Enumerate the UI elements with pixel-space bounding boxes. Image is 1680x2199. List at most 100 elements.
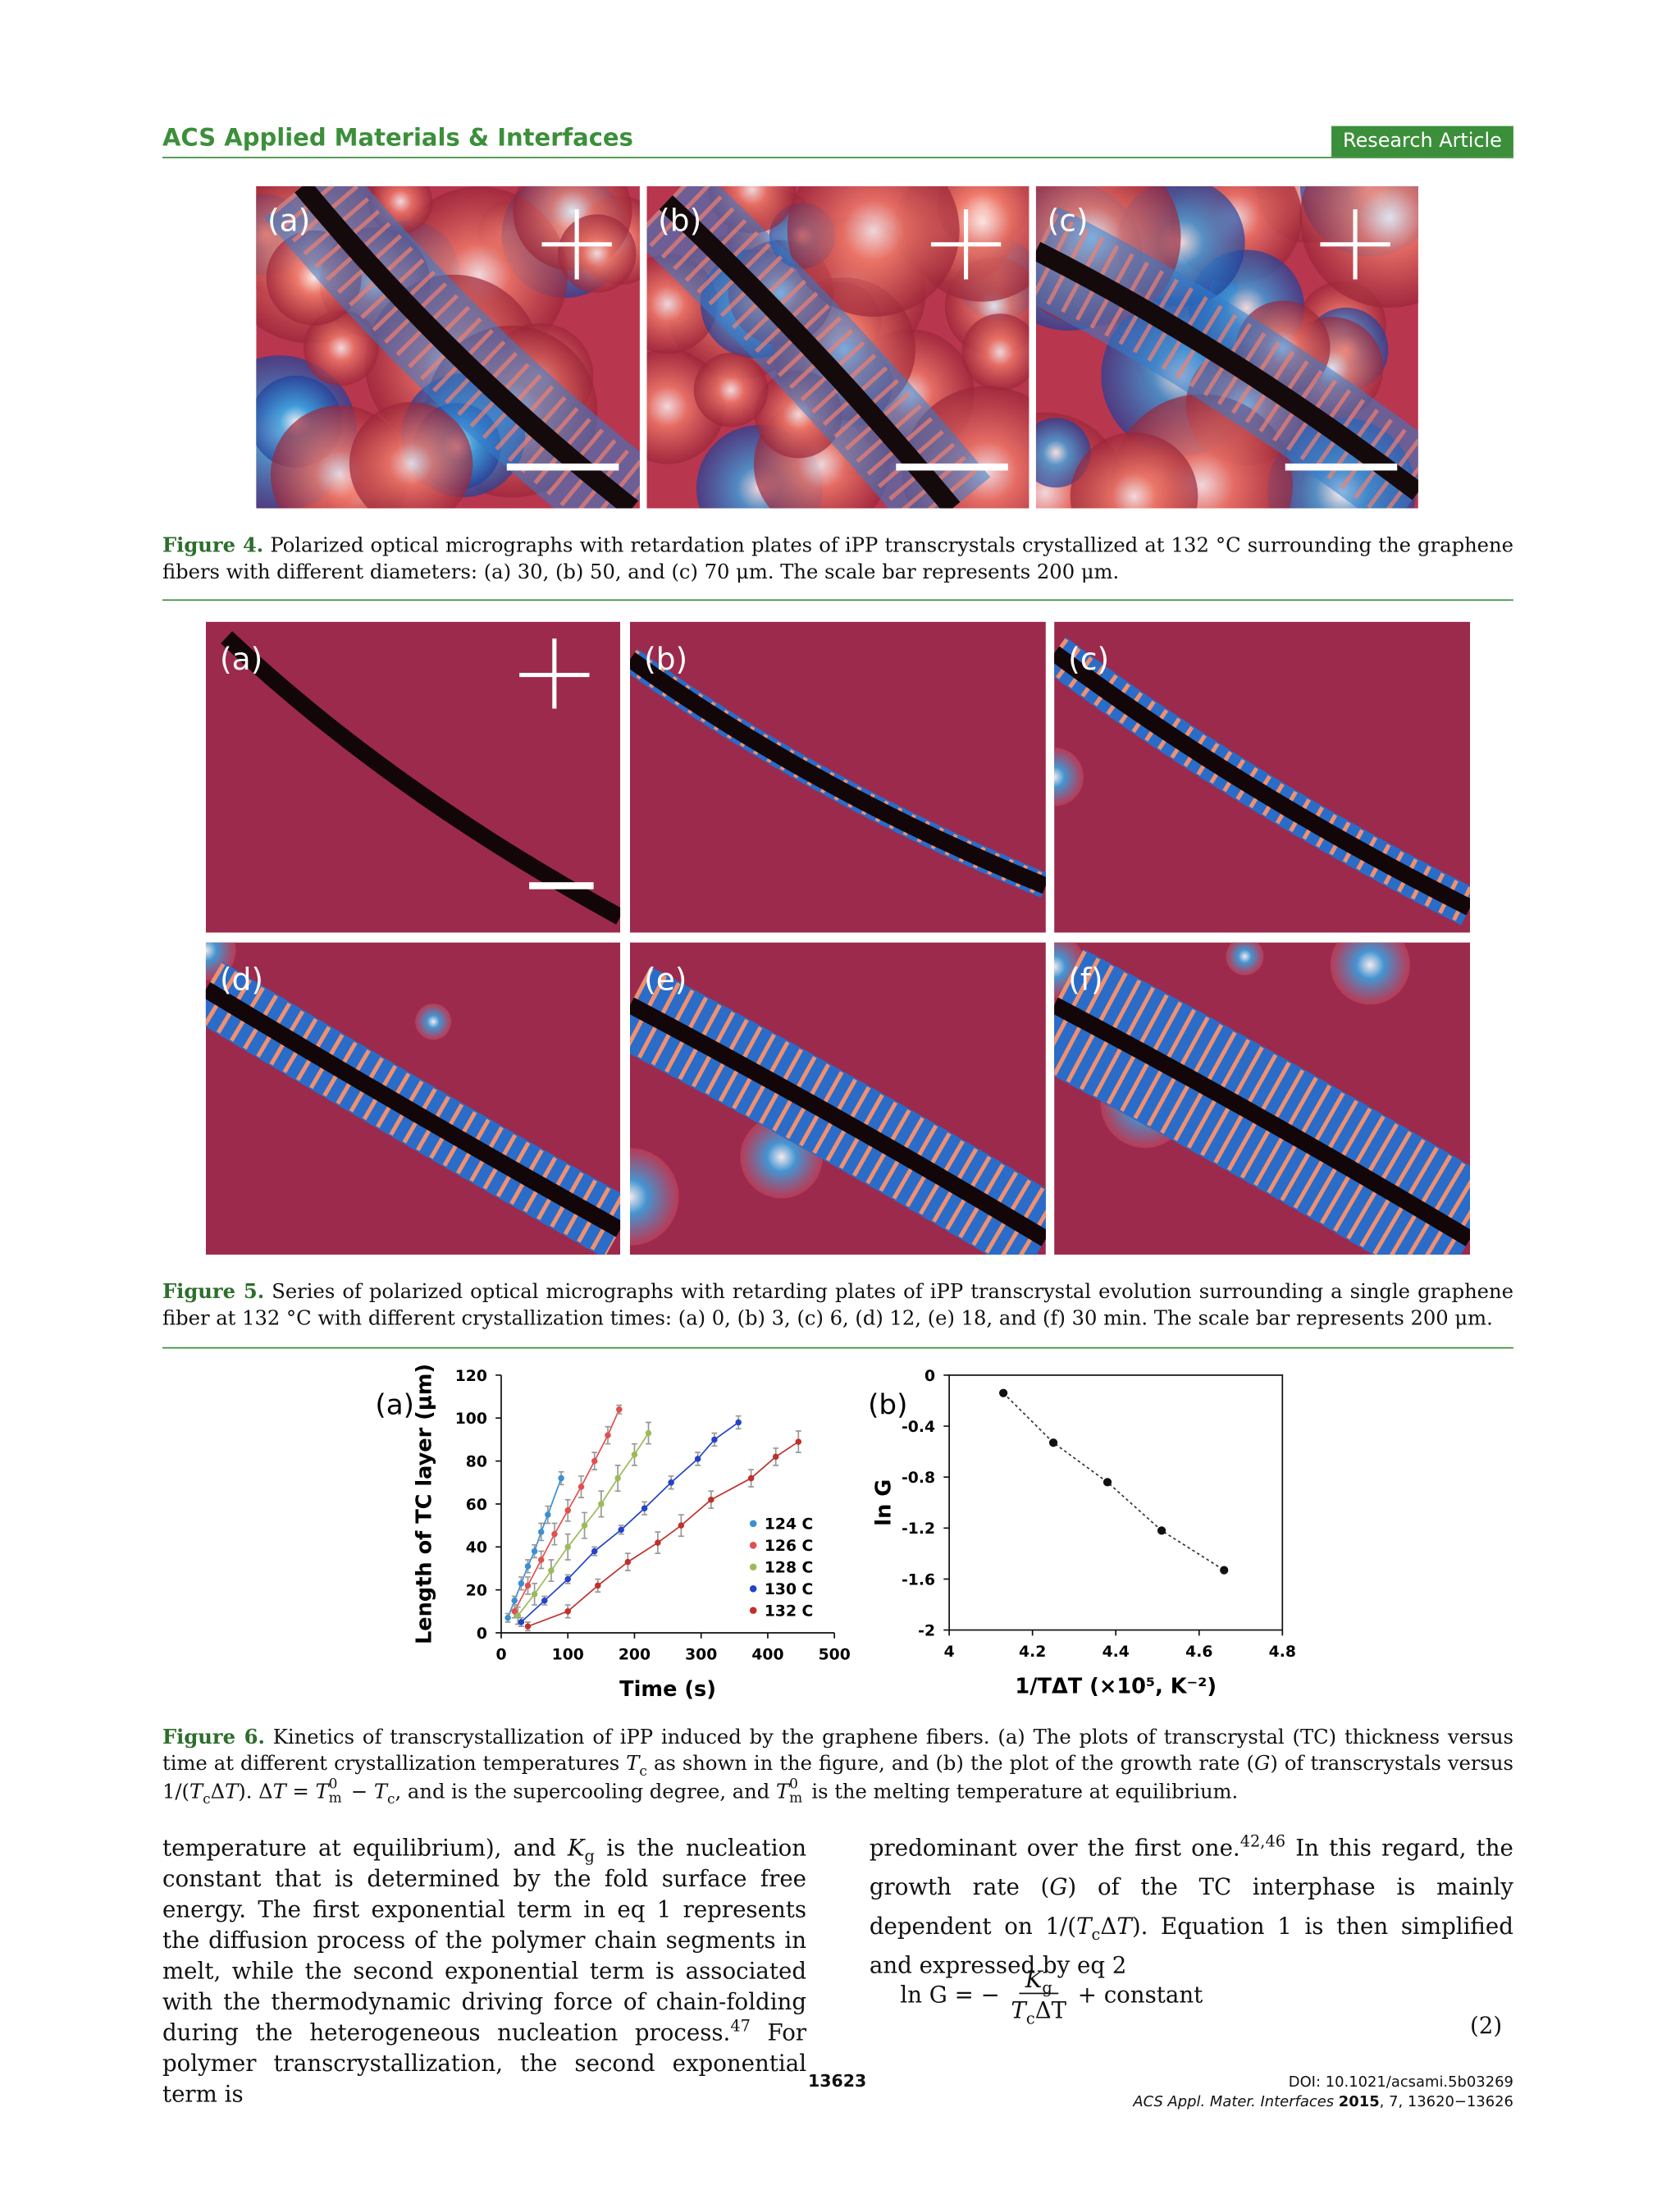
body-text: K (567, 1834, 585, 1862)
figure-caption: Figure 5. Series of polarized optical mi… (162, 1280, 1513, 1333)
equation-text: g (1042, 1977, 1052, 1998)
data-point (548, 1567, 555, 1574)
caption-rule (162, 1346, 1513, 1349)
spherulite (1330, 942, 1410, 1005)
legend-marker (749, 1563, 757, 1571)
y-tick-label: 80 (466, 1453, 487, 1470)
body-text: T (1116, 1913, 1132, 1940)
caption-text: m (789, 1790, 803, 1807)
body-text: For polymer transcrystallization, the se… (162, 2019, 807, 2108)
spherulite (1226, 942, 1264, 976)
data-point (708, 1496, 714, 1503)
caption-text: T (272, 1781, 286, 1804)
y-tick-label: 0 (924, 1368, 935, 1385)
data-point (747, 1474, 755, 1482)
caption-text: − (345, 1781, 374, 1804)
x-tick-label: 4.6 (1185, 1644, 1212, 1661)
x-tick-label: 0 (495, 1646, 506, 1663)
data-point (1157, 1526, 1166, 1535)
x-tick-label: 200 (619, 1646, 651, 1663)
data-point (631, 1452, 638, 1458)
panel-label: (b) (658, 203, 701, 239)
legend-marker (749, 1584, 757, 1593)
panel-label: (e) (644, 962, 687, 998)
caption-text: = (285, 1781, 316, 1804)
spherulite (1054, 747, 1084, 807)
data-point (605, 1432, 611, 1438)
body-text: is the nucleation constant that is deter… (162, 1834, 807, 2046)
caption-text: Kinetics of transcrystallization of iPP … (162, 1726, 1513, 1776)
caption-text: , and is the supercooling degree, and (395, 1781, 776, 1804)
fit-line (520, 1421, 739, 1623)
y-tick-label: 60 (466, 1497, 487, 1514)
spherulite (1070, 432, 1198, 509)
caption-text: c (203, 1792, 211, 1808)
fit-line (1002, 1392, 1225, 1571)
data-point (678, 1522, 685, 1529)
data-point (564, 1507, 571, 1514)
spherulite (349, 402, 473, 509)
caption-rule (162, 599, 1513, 601)
caption-text: ) of transcrystals versus 1/( (162, 1753, 1513, 1804)
data-point (518, 1619, 525, 1625)
equation-text: K (1025, 1966, 1043, 1993)
fraction: Kg TcΔT (1006, 1966, 1072, 2026)
data-point (518, 1580, 525, 1587)
citation: 42,46 (1239, 1831, 1286, 1851)
micrograph: (a) (205, 621, 621, 933)
x-tick-label: 4.2 (1019, 1644, 1046, 1661)
figure-label: Figure 5. (162, 1281, 265, 1304)
data-point (537, 1557, 545, 1563)
fiber (630, 651, 1046, 894)
legend-label: 124 C (765, 1516, 813, 1534)
fiber (221, 631, 621, 925)
data-point (1220, 1566, 1229, 1575)
data-point (524, 1582, 532, 1589)
body-text: Δ (1100, 1913, 1117, 1940)
micrograph: (c) (1054, 621, 1471, 933)
x-axis-label: 1/TΔT (×10⁵, K⁻²) (1015, 1674, 1217, 1698)
equation-text: ln G = − (900, 1981, 1000, 2009)
data-point (999, 1388, 1008, 1397)
caption-text: T (225, 1781, 239, 1804)
y-tick-label: -1.6 (902, 1571, 935, 1589)
panel-label: (c) (1068, 641, 1109, 677)
data-point (616, 1406, 623, 1413)
y-tick-label: 120 (455, 1368, 487, 1385)
spherulite (558, 214, 637, 293)
caption-text: is the melting temperature at equilibriu… (805, 1781, 1239, 1804)
doi: DOI: 10.1021/acsami.5b03269 (1288, 2073, 1513, 2092)
polarizer-cross (519, 638, 590, 709)
scale-bar (896, 463, 1008, 471)
data-point (524, 1623, 532, 1630)
panel-label: (f) (1068, 962, 1103, 998)
caption-text: as shown in the figure, and (b) the plot… (646, 1753, 1254, 1776)
fiber (1035, 241, 1418, 501)
x-tick-label: 4 (944, 1644, 955, 1661)
legend-label: 132 C (765, 1602, 813, 1620)
data-point (564, 1575, 571, 1583)
caption-text: c (387, 1792, 395, 1808)
x-tick-label: 400 (751, 1646, 783, 1663)
legend-marker (749, 1542, 757, 1549)
body-text: temperature at equilibrium), and (162, 1834, 568, 1862)
caption-text: T (315, 1781, 329, 1804)
data-point (694, 1456, 701, 1462)
data-point (581, 1522, 588, 1529)
y-axis-label: Length of TC layer (μm) (413, 1364, 437, 1644)
data-point (711, 1436, 718, 1443)
data-point (772, 1453, 779, 1461)
caption-text: T (626, 1753, 640, 1776)
y-tick-label: -0.4 (902, 1419, 935, 1436)
spherulite (961, 313, 1029, 391)
legend-label: 130 C (765, 1581, 813, 1598)
footer-citation: DOI: 10.1021/acsami.5b03269 ACS Appl. Ma… (1133, 2073, 1513, 2112)
micrograph: (c) (1035, 185, 1418, 509)
y-tick-label: 100 (455, 1410, 487, 1428)
data-point (511, 1608, 518, 1615)
panel-label: (d) (220, 962, 263, 998)
equation-number: (2) (1470, 2012, 1503, 2039)
x-tick-label: 4.8 (1269, 1644, 1296, 1661)
micrograph: (b) (630, 621, 1046, 933)
